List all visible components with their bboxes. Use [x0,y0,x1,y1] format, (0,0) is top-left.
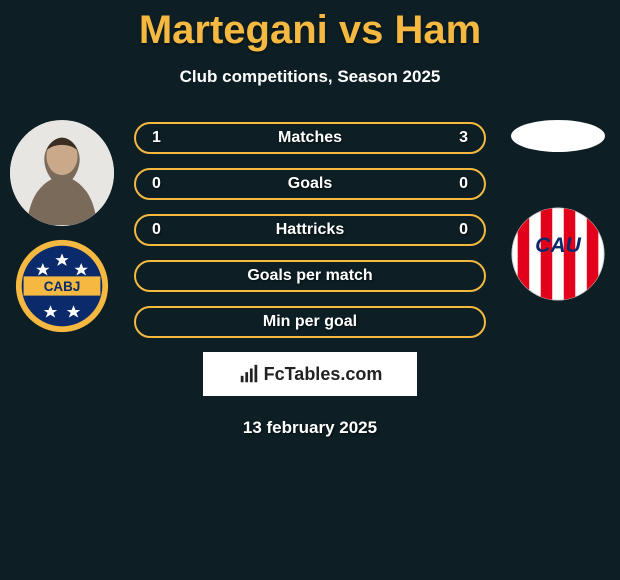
page-title: Martegani vs Ham [0,0,620,53]
left-club-abbrev-label: CABJ [44,279,81,294]
player-silhouette-icon [10,120,114,226]
stat-label: Matches [188,129,432,147]
stat-right-value: 0 [432,221,468,239]
left-club-badge: CABJ [14,238,110,334]
brand-badge[interactable]: FcTables.com [203,352,417,396]
stat-label: Min per goal [188,313,432,331]
right-player-photo-placeholder [511,120,605,152]
stat-row-goals-per-match: Goals per match [134,260,486,292]
subtitle: Club competitions, Season 2025 [0,67,620,87]
stat-row-matches: 1 Matches 3 [134,122,486,154]
boca-badge-icon: CABJ [14,238,110,334]
left-player-column: CABJ [6,120,118,334]
left-player-photo [10,120,114,226]
right-club-badge: CAU [510,206,606,302]
stat-row-min-per-goal: Min per goal [134,306,486,338]
stat-left-value: 1 [152,129,188,147]
stat-row-goals: 0 Goals 0 [134,168,486,200]
union-badge-icon: CAU [510,206,606,302]
stat-row-hattricks: 0 Hattricks 0 [134,214,486,246]
brand-label: FcTables.com [264,364,383,385]
date-text: 13 february 2025 [134,418,486,438]
right-player-column: CAU [502,120,614,302]
stat-right-value: 3 [432,129,468,147]
stat-left-value: 0 [152,221,188,239]
right-club-abbrev-label: CAU [535,234,581,257]
bar-chart-icon [238,363,260,385]
stats-table: 1 Matches 3 0 Goals 0 0 Hattricks 0 Goal… [134,122,486,438]
stat-label: Hattricks [188,221,432,239]
stat-left-value: 0 [152,175,188,193]
stat-right-value: 0 [432,175,468,193]
stat-label: Goals [188,175,432,193]
stat-label: Goals per match [188,267,432,285]
